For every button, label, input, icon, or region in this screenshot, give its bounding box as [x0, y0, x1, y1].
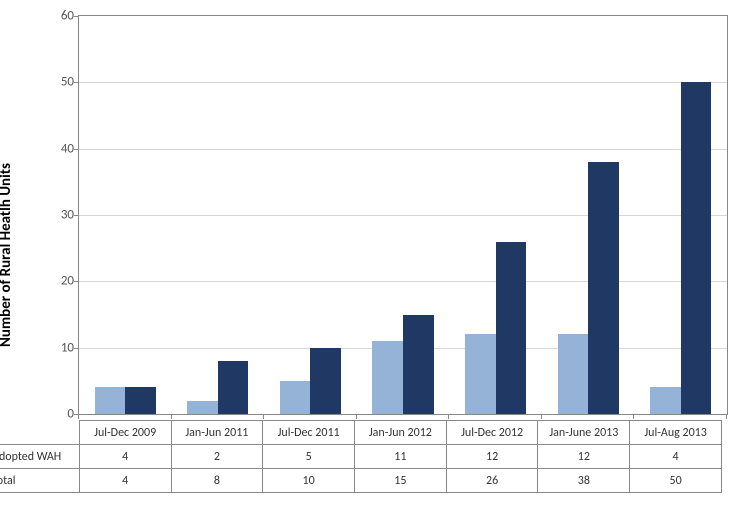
x-tick-mark: [356, 414, 357, 419]
y-tick-label: 20: [61, 274, 74, 289]
x-tick-mark: [171, 414, 172, 419]
x-tick-mark: [78, 414, 79, 419]
gridline: [79, 281, 727, 282]
category-label: Jul-Dec 2011: [263, 421, 355, 445]
y-tick-mark: [74, 348, 79, 349]
bar-total: [125, 387, 156, 414]
table-corner: [0, 421, 79, 445]
data-cell: 15: [354, 469, 446, 493]
data-cell: 2: [171, 445, 263, 469]
x-tick-mark: [541, 414, 542, 419]
y-tick-label: 50: [61, 75, 74, 90]
data-cell: 4: [630, 445, 722, 469]
series-name: Adopted WAH: [0, 450, 61, 464]
x-tick-mark: [726, 414, 727, 419]
x-tick-mark: [263, 414, 264, 419]
bar-total: [218, 361, 249, 414]
data-cell: 11: [354, 445, 446, 469]
y-tick-mark: [74, 281, 79, 282]
bar-adopted-wah: [372, 341, 403, 414]
data-cell: 12: [538, 445, 630, 469]
y-tick-mark: [74, 215, 79, 216]
data-table: Jul-Dec 2009Jan-Jun 2011Jul-Dec 2011Jan-…: [0, 420, 722, 493]
gridline: [79, 82, 727, 83]
category-label: Jan-Jun 2011: [171, 421, 263, 445]
data-cell: 5: [263, 445, 355, 469]
bar-adopted-wah: [465, 334, 496, 414]
bar-total: [496, 242, 527, 414]
x-tick-mark: [633, 414, 634, 419]
data-cell: 4: [79, 445, 171, 469]
bar-total: [681, 82, 712, 414]
category-label: Jul-Dec 2012: [446, 421, 538, 445]
bar-total: [588, 162, 619, 414]
data-cell: 4: [79, 469, 171, 493]
data-cell: 38: [538, 469, 630, 493]
data-cell: 12: [446, 445, 538, 469]
series-name: Total: [0, 474, 15, 488]
bar-total: [310, 348, 341, 414]
chart-container: Number of Rural Heatlh Units Jul-Dec 200…: [0, 0, 748, 510]
bar-adopted-wah: [650, 387, 681, 414]
category-label: Jan-Jun 2012: [354, 421, 446, 445]
y-tick-mark: [74, 82, 79, 83]
y-tick-mark: [74, 149, 79, 150]
data-cell: 8: [171, 469, 263, 493]
data-cell: 50: [630, 469, 722, 493]
category-label: Jul-Aug 2013: [630, 421, 722, 445]
y-tick-label: 10: [61, 340, 74, 355]
data-cell: 26: [446, 469, 538, 493]
y-tick-mark: [74, 16, 79, 17]
series-label: Adopted WAH: [0, 445, 79, 469]
x-tick-mark: [448, 414, 449, 419]
y-axis-label: Number of Rural Heatlh Units: [0, 163, 15, 347]
bar-adopted-wah: [280, 381, 311, 414]
y-tick-label: 0: [67, 407, 74, 422]
gridline: [79, 215, 727, 216]
category-label: Jul-Dec 2009: [79, 421, 171, 445]
category-label: Jan-June 2013: [538, 421, 630, 445]
y-tick-label: 60: [61, 9, 74, 24]
y-tick-label: 30: [61, 208, 74, 223]
y-tick-label: 40: [61, 141, 74, 156]
bar-adopted-wah: [95, 387, 126, 414]
plot-area: [78, 15, 728, 415]
gridline: [79, 149, 727, 150]
bar-adopted-wah: [187, 401, 218, 414]
bar-adopted-wah: [558, 334, 589, 414]
data-cell: 10: [263, 469, 355, 493]
bar-total: [403, 315, 434, 415]
series-label: Total: [0, 469, 79, 493]
